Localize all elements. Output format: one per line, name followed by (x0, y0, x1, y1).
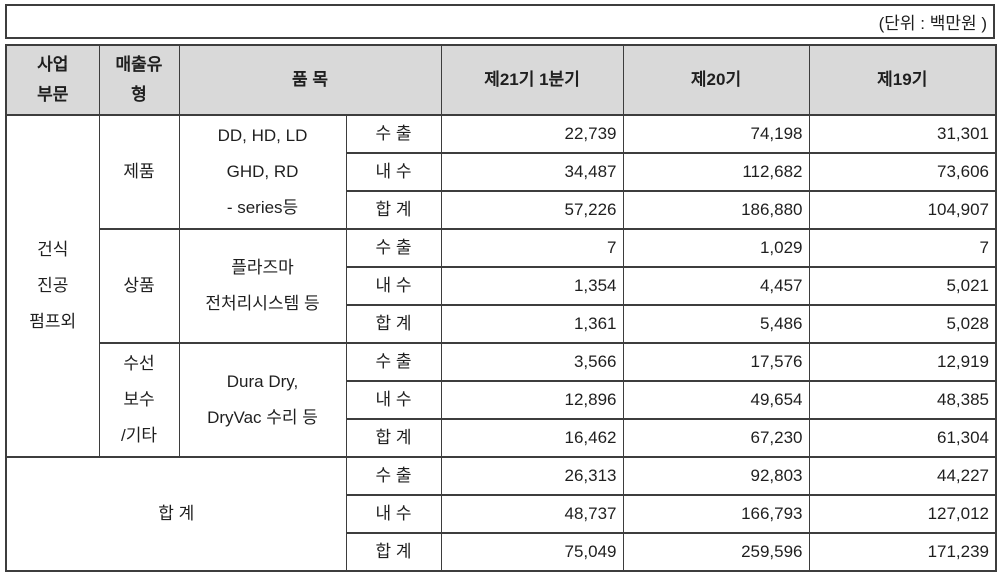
measure-label: 합 계 (345, 304, 442, 344)
table-row: 건식 진공 펌프외 제품 DD, HD, LD GHD, RD - series… (5, 114, 997, 458)
item-cell: 플라즈마 전처리시스템 등 (178, 228, 347, 344)
value-19: 61,304 (808, 418, 997, 458)
value-19: 73,606 (808, 152, 997, 192)
value-19: 5,028 (808, 304, 997, 344)
header-business-segment: 사업 부문 (5, 44, 100, 116)
unit-note: (단위 : 백만원 ) (5, 4, 995, 39)
header-item: 품 목 (178, 44, 442, 116)
value-20: 1,029 (622, 228, 810, 268)
measure-label: 합 계 (345, 418, 442, 458)
value-21: 26,313 (440, 456, 624, 496)
value-21: 57,226 (440, 190, 624, 230)
value-20: 17,576 (622, 342, 810, 382)
value-20: 186,880 (622, 190, 810, 230)
item-cell: DD, HD, LD GHD, RD - series등 (178, 114, 347, 230)
value-21: 75,049 (440, 532, 624, 572)
measure-label: 내 수 (345, 380, 442, 420)
value-20: 5,486 (622, 304, 810, 344)
value-21: 34,487 (440, 152, 624, 192)
value-20: 112,682 (622, 152, 810, 192)
segment-cell: 건식 진공 펌프외 (5, 114, 100, 458)
value-21: 1,354 (440, 266, 624, 306)
table-row: 상품 플라즈마 전처리시스템 등 수 출 7 1,029 7 (6, 228, 997, 344)
table-row: 내 수 12,896 49,654 48,385 (6, 380, 997, 420)
header-period-19: 제19기 (808, 44, 997, 116)
value-20: 166,793 (622, 494, 810, 534)
value-21: 3,566 (440, 342, 624, 382)
table-row: 합 계 57,226 186,880 104,907 (6, 190, 997, 230)
measure-label: 내 수 (345, 494, 442, 534)
table-row: 내 수 34,487 112,682 73,606 (6, 152, 997, 192)
value-19: 171,239 (808, 532, 997, 572)
table-row: 합 계 1,361 5,486 5,028 (6, 304, 997, 344)
value-20: 259,596 (622, 532, 810, 572)
value-20: 92,803 (622, 456, 810, 496)
table-header: 사업 부문 매출유 형 품 목 제21기 1분기 제20기 제19기 (5, 44, 997, 116)
value-19: 12,919 (808, 342, 997, 382)
measure-label: 합 계 (345, 190, 442, 230)
sales-type-cell: 상품 (98, 228, 180, 344)
value-19: 7 (808, 228, 997, 268)
item-cell: Dura Dry, DryVac 수리 등 (178, 342, 347, 458)
grand-total-label-cell: 합 계 (5, 456, 347, 572)
value-20: 49,654 (622, 380, 810, 420)
unit-label: (단위 : 백만원 ) (878, 14, 987, 33)
value-21: 1,361 (440, 304, 624, 344)
header-sales-type: 매출유 형 (98, 44, 180, 116)
measure-label: 수 출 (345, 342, 442, 382)
value-21: 16,462 (440, 418, 624, 458)
value-19: 48,385 (808, 380, 997, 420)
value-20: 4,457 (622, 266, 810, 306)
measure-label: 내 수 (345, 266, 442, 306)
value-19: 31,301 (808, 114, 997, 154)
value-21: 12,896 (440, 380, 624, 420)
value-21: 22,739 (440, 114, 624, 154)
sales-type-cell: 수선 보수 /기타 (98, 342, 180, 458)
sales-type-cell: 제품 (98, 114, 180, 230)
measure-label: 내 수 (345, 152, 442, 192)
measure-label: 합 계 (345, 532, 442, 572)
value-19: 127,012 (808, 494, 997, 534)
measure-label: 수 출 (345, 114, 442, 154)
value-21: 48,737 (440, 494, 624, 534)
measure-label: 수 출 (345, 228, 442, 268)
header-row: 사업 부문 매출유 형 품 목 제21기 1분기 제20기 제19기 (5, 44, 997, 116)
value-19: 5,021 (808, 266, 997, 306)
table-row: 내 수 48,737 166,793 127,012 (6, 494, 997, 534)
header-period-21-q1: 제21기 1분기 (440, 44, 624, 116)
table-row: 합 계 16,462 67,230 61,304 (6, 418, 997, 458)
sales-by-segment-table: 사업 부문 매출유 형 품 목 제21기 1분기 제20기 제19기 건식 진공… (5, 44, 998, 572)
table-row: 수선 보수 /기타 Dura Dry, DryVac 수리 등 수 출 3,56… (6, 342, 997, 458)
value-21: 7 (440, 228, 624, 268)
value-19: 44,227 (808, 456, 997, 496)
table-row: 합 계 수 출 26,313 92,803 44,227 (5, 456, 997, 572)
value-19: 104,907 (808, 190, 997, 230)
value-20: 67,230 (622, 418, 810, 458)
header-period-20: 제20기 (622, 44, 810, 116)
table-row: 내 수 1,354 4,457 5,021 (6, 266, 997, 306)
value-20: 74,198 (622, 114, 810, 154)
measure-label: 수 출 (345, 456, 442, 496)
